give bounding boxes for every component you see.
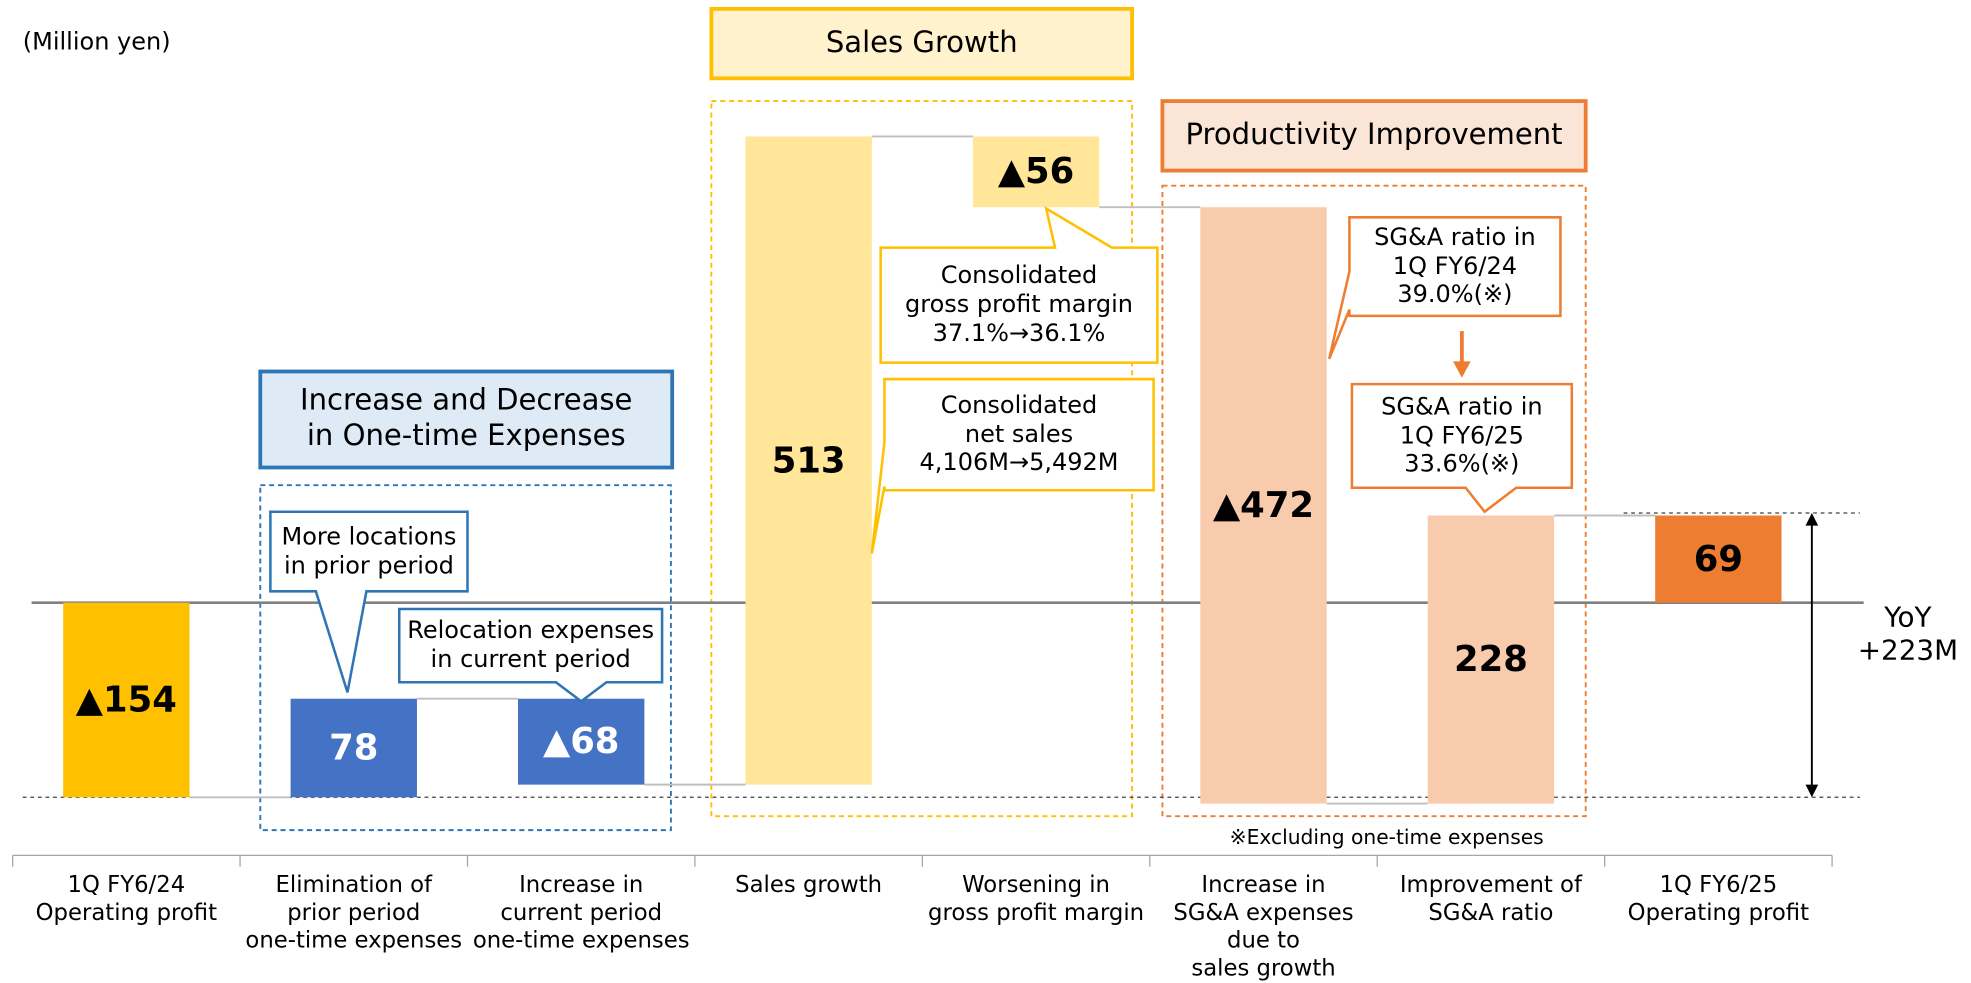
bar xyxy=(290,698,417,798)
yoy-label: YoY +223M xyxy=(1857,602,1959,668)
bar xyxy=(1655,515,1782,603)
callout-text: Relocation expenses in current period xyxy=(407,616,655,674)
x-tick-label: 1Q FY6/25 Operating profit xyxy=(1627,871,1810,927)
value-label: 78 xyxy=(329,726,379,769)
group-title: Increase and Decrease in One-time Expens… xyxy=(300,384,633,453)
value-label: ▲56 xyxy=(997,150,1075,193)
callout-text: Consolidated gross profit margin 37.1%→3… xyxy=(905,261,1134,348)
value-label: ▲472 xyxy=(1212,484,1315,526)
x-tick-label: Increase in current period one-time expe… xyxy=(472,871,690,954)
callout-text: More locations in prior period xyxy=(281,522,457,580)
callout-text: Consolidated net sales 4,106M→5,492M xyxy=(919,391,1119,477)
callout-box xyxy=(879,205,1159,364)
bar xyxy=(518,698,645,785)
x-tick-label: Worsening in gross profit margin xyxy=(928,871,1145,927)
x-tick-label: Elimination of prior period one-time exp… xyxy=(245,871,463,954)
value-label: 69 xyxy=(1693,537,1743,580)
x-tick-label: 1Q FY6/24 Operating profit xyxy=(35,871,218,927)
group-title: Productivity Improvement xyxy=(1185,118,1563,152)
value-label: 513 xyxy=(771,439,846,482)
callout-box xyxy=(1327,216,1562,360)
bar xyxy=(745,136,872,785)
value-label: 228 xyxy=(1453,638,1528,681)
x-tick-label: Sales growth xyxy=(735,871,883,899)
x-tick-label: Improvement of SG&A ratio xyxy=(1399,871,1583,927)
group-title-box xyxy=(258,369,675,470)
callout-box xyxy=(870,377,1155,554)
value-label: ▲154 xyxy=(75,678,177,721)
bar xyxy=(1427,515,1555,804)
arrow-head xyxy=(1805,512,1819,526)
callout-text: SG&A ratio in 1Q FY6/24 39.0%(※) xyxy=(1374,223,1536,309)
bar xyxy=(972,136,1100,208)
group-frame xyxy=(1161,184,1587,818)
callout-box xyxy=(269,510,469,693)
callout-box xyxy=(1350,382,1574,514)
footnote: ※Excluding one-time expenses xyxy=(1229,825,1544,850)
arrow-head xyxy=(1453,361,1471,378)
x-tick-label: Increase in SG&A expenses due to sales g… xyxy=(1173,871,1354,982)
group-title-box xyxy=(1160,99,1588,173)
callout-text: SG&A ratio in 1Q FY6/25 33.6%(※) xyxy=(1381,392,1543,479)
callout-box xyxy=(398,607,664,703)
unit-label: (Million yen) xyxy=(22,27,171,56)
arrow-head xyxy=(1805,784,1819,798)
group-title: Sales Growth xyxy=(825,26,1018,60)
value-label: ▲68 xyxy=(542,720,620,763)
group-frame xyxy=(259,484,672,832)
group-title-box xyxy=(709,6,1134,81)
bar xyxy=(1200,207,1327,804)
bar xyxy=(63,602,190,798)
